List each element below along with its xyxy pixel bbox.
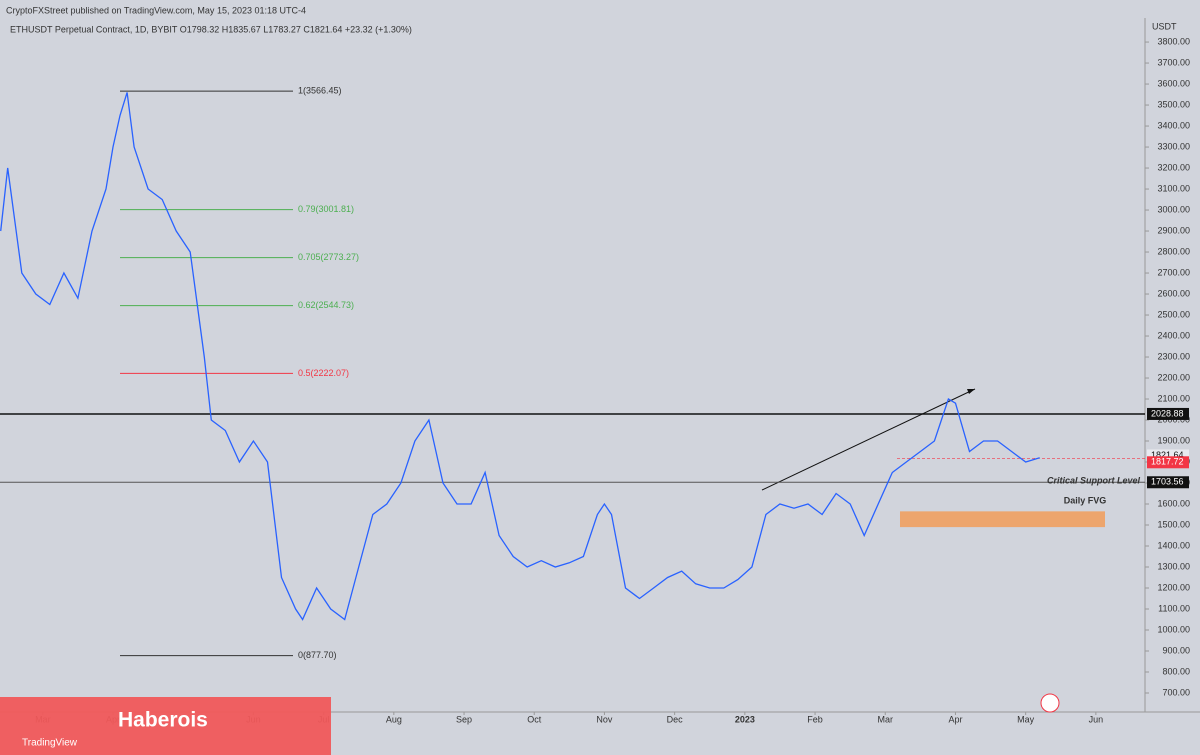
y-tick-label: 700.00 [1162, 687, 1190, 697]
y-tick-label: 3700.00 [1157, 57, 1190, 67]
x-tick-label: 2023 [735, 714, 755, 724]
price-tag-label: 2028.88 [1151, 408, 1184, 418]
y-tick-label: 900.00 [1162, 645, 1190, 655]
y-tick-label: 1100.00 [1158, 603, 1190, 613]
y-tick-label: 1400.00 [1157, 540, 1190, 550]
y-tick-label: 2200.00 [1157, 372, 1190, 382]
x-tick-label: Jun [1089, 714, 1104, 724]
y-tick-label: 3500.00 [1157, 99, 1190, 109]
fib-label: 0.5(2222.07) [298, 368, 349, 378]
price-tag [1147, 407, 1189, 420]
y-tick-label: 1900.00 [1157, 435, 1190, 445]
price-tag [1147, 456, 1189, 469]
trend-arrow [761, 388, 976, 491]
x-tick-label: Mar [878, 714, 894, 724]
y-tick-label: 2300.00 [1157, 351, 1190, 361]
y-tick-label: 3200.00 [1157, 162, 1190, 172]
price-tag-label: 1703.56 [1151, 477, 1184, 487]
y-tick-label: 3100.00 [1157, 183, 1190, 193]
fvg-label: Daily FVG [1064, 496, 1107, 506]
y-tick-label: 2800.00 [1157, 246, 1190, 256]
fib-label: 1(3566.45) [298, 85, 342, 95]
y-tick-label: 3400.00 [1157, 120, 1190, 130]
price-tag [1147, 476, 1189, 489]
x-tick-label: Oct [527, 714, 542, 724]
arrow-head [967, 389, 975, 394]
y-tick-label: 2100.00 [1157, 393, 1190, 403]
fib-label: 0.79(3001.81) [298, 204, 354, 214]
price-tag-label: 1817.72 [1151, 457, 1184, 467]
y-tick-label: 1300.00 [1157, 561, 1190, 571]
y-tick-label: 1000.00 [1157, 624, 1190, 634]
y-tick-label: 2700.00 [1157, 267, 1190, 277]
y-tick-label: 3000.00 [1157, 204, 1190, 214]
y-tick-label: 2900.00 [1157, 225, 1190, 235]
y-tick-label: 1600.00 [1157, 498, 1190, 508]
fib-label: 0.62(2544.73) [298, 300, 354, 310]
price-axis [1145, 0, 1200, 755]
y-tick-label: 2500.00 [1157, 309, 1190, 319]
x-tick-label: Apr [948, 714, 962, 724]
x-tick-label: Feb [807, 714, 823, 724]
x-tick-label: Sep [456, 714, 472, 724]
icon [1040, 693, 1060, 713]
symbol-info: ETHUSDT Perpetual Contract, 1D, BYBIT O1… [10, 24, 412, 34]
fvg-zone [900, 511, 1105, 528]
x-tick-label: Dec [667, 714, 684, 724]
publisher: CryptoFXStreet published on TradingView.… [6, 5, 306, 15]
y-tick-label: 2600.00 [1157, 288, 1190, 298]
y-tick-label: 800.00 [1162, 666, 1190, 676]
y-tick-label: 1500.00 [1157, 519, 1190, 529]
fib-label: 0.705(2773.27) [298, 252, 359, 262]
x-tick-label: Nov [596, 714, 613, 724]
logo: TradingView [22, 738, 78, 749]
price-tag-label: 1821.64 [1151, 450, 1184, 460]
y-tick-label: 2400.00 [1157, 330, 1190, 340]
x-tick-label: May [1017, 714, 1035, 724]
y-tick-label: 1200.00 [1157, 582, 1190, 592]
y-tick-label: 3300.00 [1157, 141, 1190, 151]
support-label: Critical Support Level [1047, 476, 1141, 486]
watermark-box [0, 697, 331, 755]
fib-label: 0(877.70) [298, 650, 337, 660]
brand: Haberois [118, 709, 208, 732]
x-tick-label: Aug [386, 714, 402, 724]
y-tick-label: 3800.00 [1157, 36, 1190, 46]
price-line [0, 92, 1040, 621]
y-tick-label: 3600.00 [1157, 78, 1190, 88]
currency: USDT [1152, 21, 1177, 31]
